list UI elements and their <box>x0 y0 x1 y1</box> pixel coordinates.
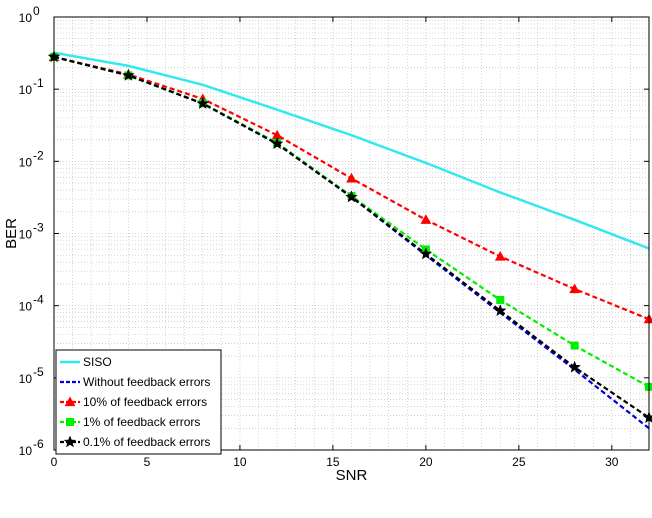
star-marker <box>345 190 358 203</box>
y-tick-label: 10 <box>19 444 33 458</box>
star-marker <box>568 360 582 373</box>
square-marker <box>570 341 579 350</box>
legend-label: SISO <box>83 355 112 369</box>
y-tick-label: 10 <box>19 11 33 25</box>
y-tick-label: 10 <box>19 300 33 314</box>
x-tick-label: 10 <box>233 455 247 469</box>
x-tick-label: 15 <box>326 455 340 469</box>
triangle-marker <box>494 250 506 261</box>
x-tick-label: 0 <box>51 455 58 469</box>
star-marker <box>63 435 77 448</box>
y-axis-title: BER <box>3 218 20 249</box>
y-tick-exponent: -2 <box>33 148 44 162</box>
legend-entry: SISO <box>60 355 112 369</box>
plot-series <box>47 50 652 430</box>
y-tick-exponent: -4 <box>33 293 44 307</box>
triangle-marker <box>64 396 76 407</box>
y-tick-exponent: -1 <box>33 76 44 90</box>
triangle-marker <box>420 214 432 224</box>
x-axis-title: SNR <box>336 467 368 484</box>
x-tick-label: 20 <box>419 455 433 469</box>
star-marker <box>121 68 135 81</box>
series-group <box>53 51 650 250</box>
square-marker <box>496 295 505 304</box>
star-marker <box>493 304 507 317</box>
legend-entry: 1% of feedback errors <box>60 415 200 429</box>
grid <box>53 17 650 451</box>
legend-entry: 0.1% of feedback errors <box>60 435 210 449</box>
legend-entry: 10% of feedback errors <box>60 395 207 409</box>
star-marker <box>196 96 210 110</box>
y-tick-label: 10 <box>19 372 33 386</box>
square-marker <box>66 418 74 426</box>
y-tick-label: 10 <box>19 155 33 169</box>
x-tick-label: 25 <box>512 455 526 469</box>
legend: SISO Without feedback errors 10% of feedba… <box>55 349 222 455</box>
y-tick-label: 10 <box>19 83 33 97</box>
y-tick-exponent: 0 <box>33 4 40 18</box>
legend-box <box>55 349 222 455</box>
triangle-marker <box>569 283 580 294</box>
y-tick-exponent: -5 <box>33 365 44 379</box>
x-tick-label: 5 <box>144 455 151 469</box>
legend-label: 10% of feedback errors <box>83 395 207 409</box>
x-tick-label: 30 <box>605 455 619 469</box>
y-tick-label: 10 <box>19 228 33 242</box>
legend-label: 0.1% of feedback errors <box>83 435 210 449</box>
series-line <box>53 51 650 250</box>
star-marker <box>419 247 433 260</box>
legend-label: Without feedback errors <box>83 375 210 389</box>
y-tick-exponent: -6 <box>33 437 44 451</box>
legend-label: 1% of feedback errors <box>83 415 200 429</box>
y-tick-exponent: -3 <box>33 221 44 235</box>
star-marker <box>270 137 284 150</box>
legend-entry: Without feedback errors <box>60 375 210 389</box>
triangle-marker <box>346 172 357 183</box>
